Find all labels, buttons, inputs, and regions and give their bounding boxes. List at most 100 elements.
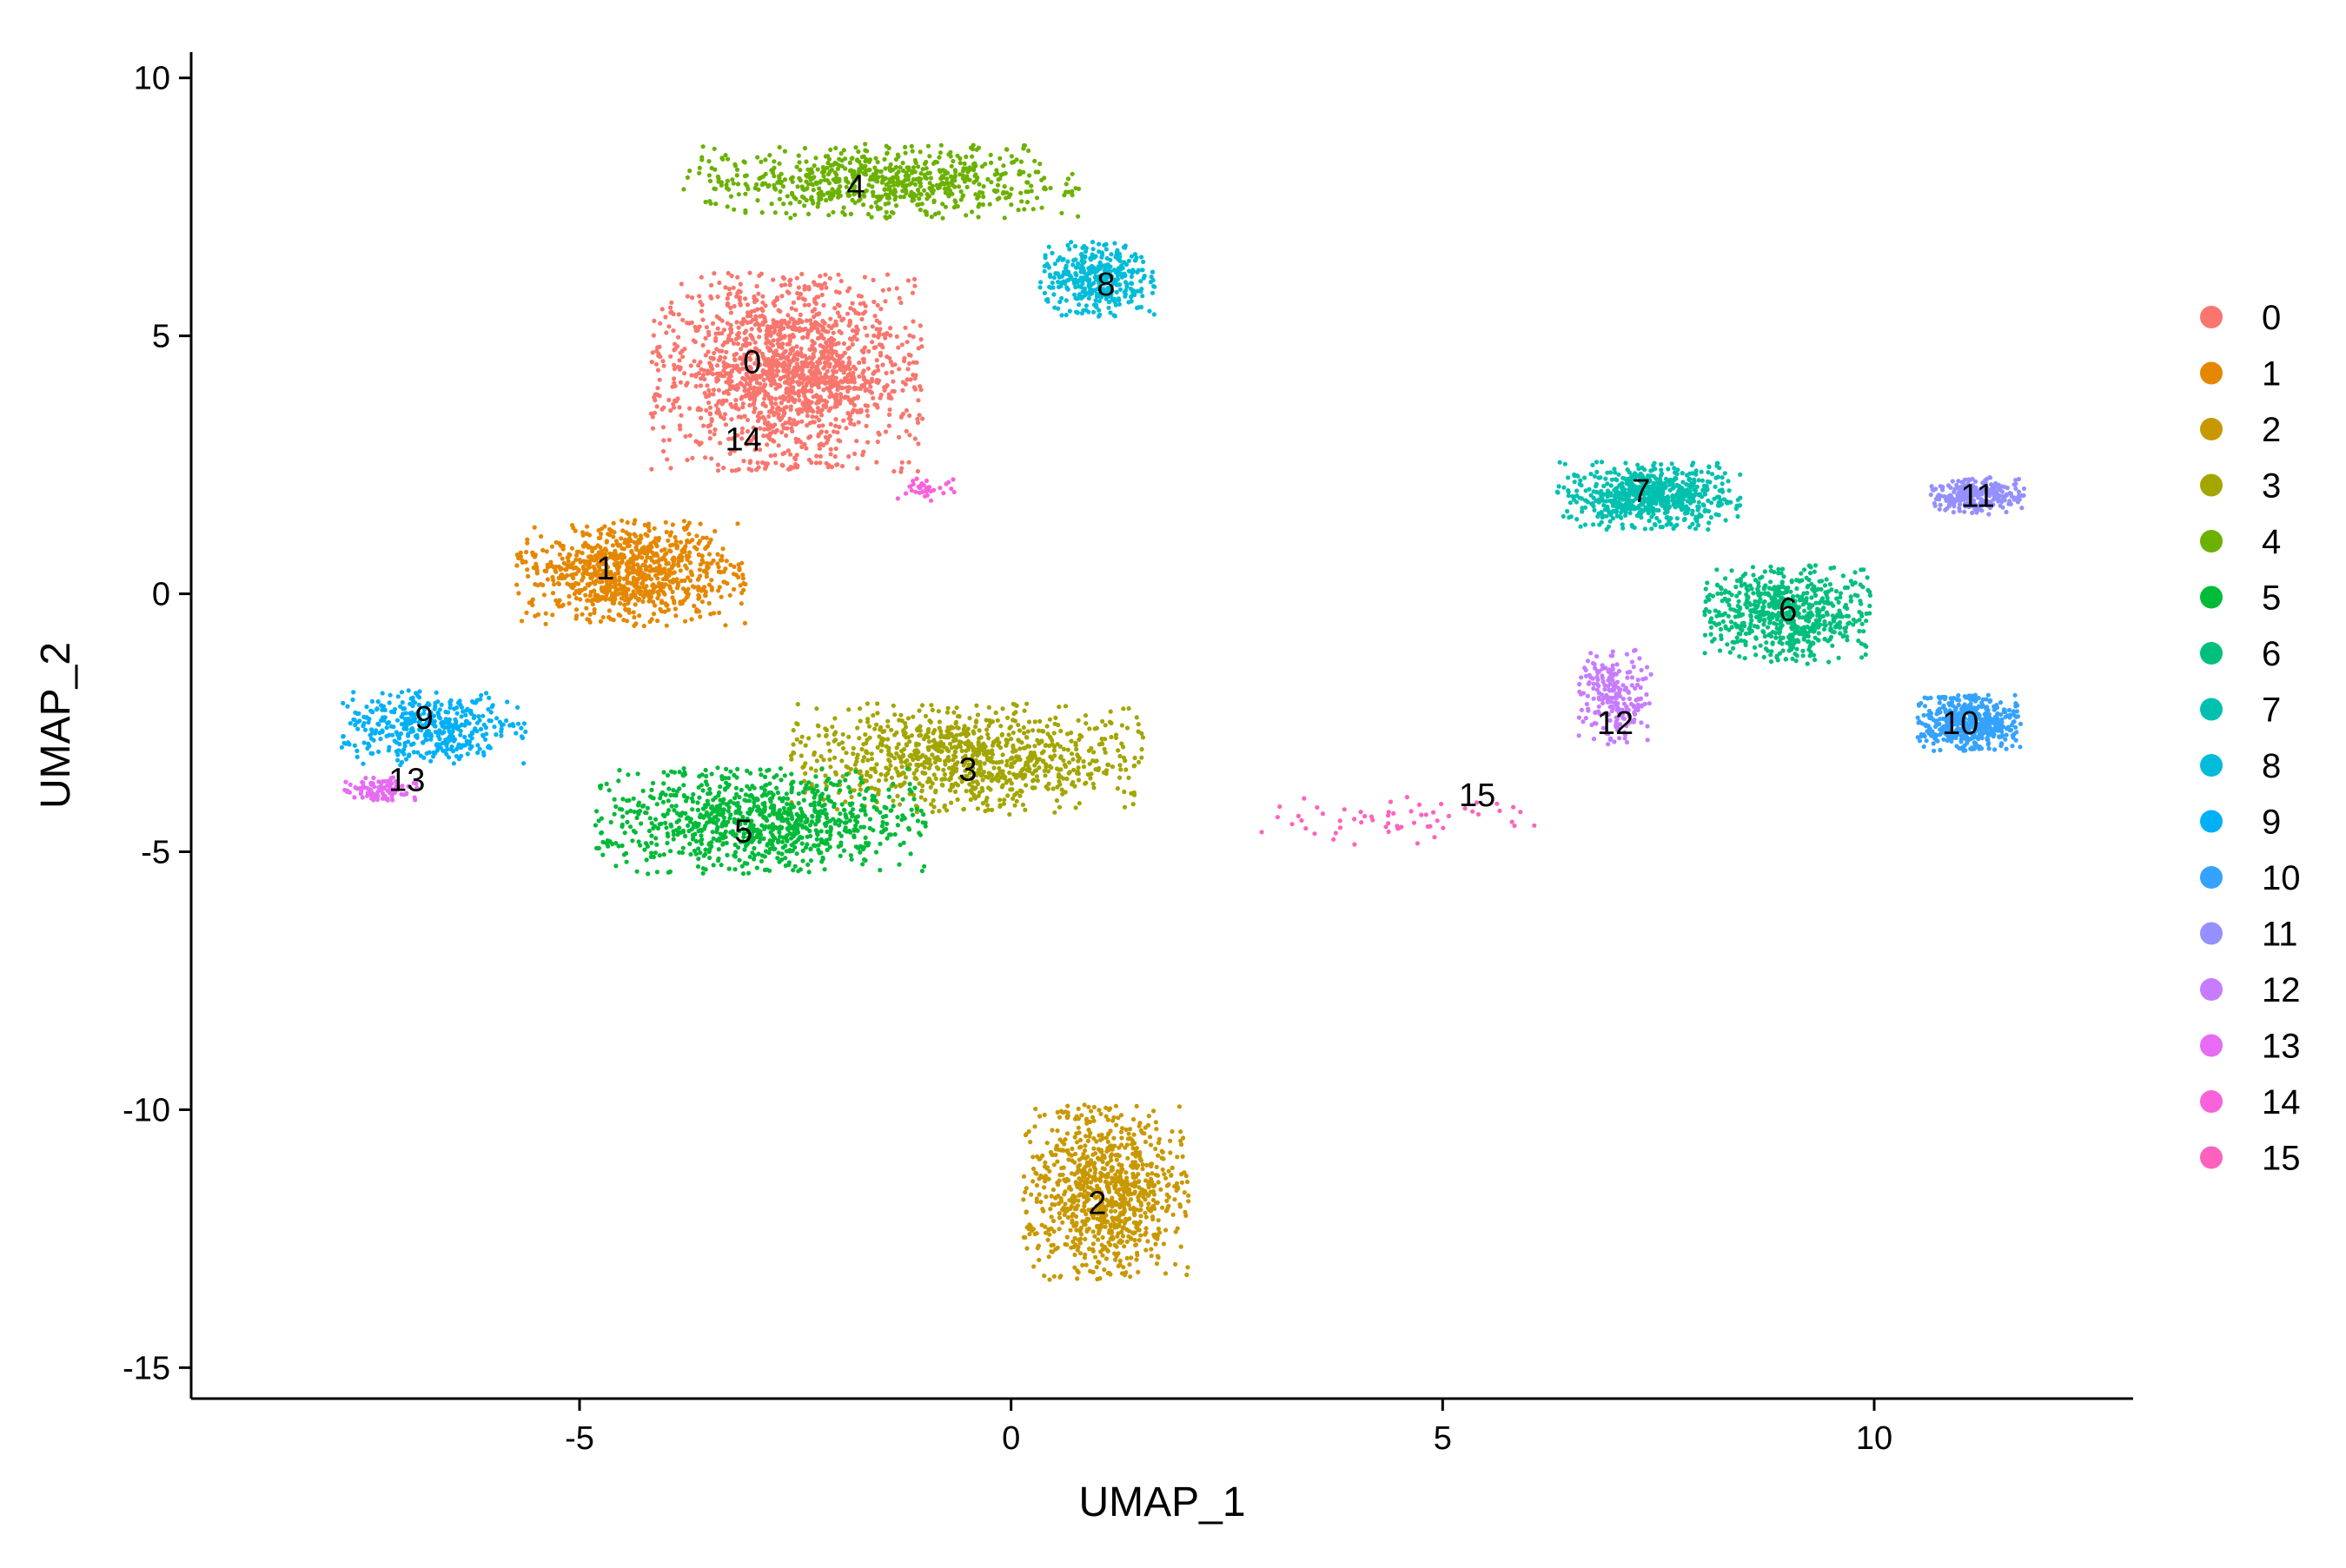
point <box>894 730 899 735</box>
point <box>772 453 778 458</box>
point <box>1064 1234 1070 1240</box>
point <box>857 386 862 391</box>
point <box>795 380 800 385</box>
point <box>632 539 637 546</box>
point <box>891 469 897 474</box>
point <box>1088 1159 1093 1164</box>
point <box>794 737 799 742</box>
point <box>1045 1237 1050 1242</box>
point <box>751 402 756 407</box>
point <box>875 302 880 308</box>
point <box>1048 754 1053 759</box>
point <box>953 200 958 205</box>
point <box>770 375 775 380</box>
point <box>883 335 888 341</box>
point <box>1040 1174 1045 1180</box>
point <box>514 563 520 568</box>
point <box>1075 1276 1080 1281</box>
point <box>1124 1255 1130 1260</box>
point <box>994 168 999 173</box>
point <box>808 318 813 323</box>
point <box>625 580 630 586</box>
point <box>955 797 960 803</box>
point <box>636 597 642 602</box>
point <box>706 332 712 338</box>
point <box>941 767 946 773</box>
point <box>996 743 1001 748</box>
point <box>782 282 788 288</box>
point <box>710 372 716 377</box>
point <box>1042 186 1047 191</box>
point <box>739 414 744 420</box>
point <box>561 560 567 566</box>
point <box>735 521 740 526</box>
point <box>1024 701 1030 706</box>
point <box>616 612 621 618</box>
point <box>1051 1274 1057 1279</box>
point <box>832 364 838 369</box>
point <box>1093 1254 1098 1260</box>
point <box>998 724 1004 729</box>
point <box>878 724 884 731</box>
point <box>646 573 652 579</box>
point <box>884 765 889 771</box>
point <box>654 404 659 409</box>
point <box>764 341 769 346</box>
point <box>762 384 767 389</box>
point <box>814 414 819 420</box>
point <box>692 585 697 590</box>
point <box>955 203 960 209</box>
point <box>767 346 772 351</box>
point <box>757 447 763 453</box>
point <box>813 155 818 161</box>
point <box>1131 790 1137 796</box>
point <box>735 433 740 438</box>
point <box>885 718 891 724</box>
point <box>1062 1141 1067 1147</box>
point <box>1091 1174 1097 1180</box>
point <box>1056 1182 1061 1188</box>
point <box>549 544 555 549</box>
point <box>796 352 801 357</box>
point <box>1065 176 1071 182</box>
point <box>918 171 924 176</box>
point <box>1083 1143 1088 1148</box>
point <box>698 614 703 619</box>
point <box>1064 776 1070 782</box>
point <box>750 317 756 322</box>
point <box>1039 205 1044 210</box>
point <box>1081 764 1087 770</box>
point <box>1153 1120 1158 1125</box>
point <box>951 710 957 715</box>
point <box>730 177 735 182</box>
point <box>643 563 648 568</box>
point <box>827 757 832 762</box>
point <box>940 215 945 221</box>
point <box>934 160 940 165</box>
point <box>552 582 557 587</box>
point <box>1104 1161 1110 1167</box>
point <box>1070 1199 1076 1205</box>
point <box>933 776 938 782</box>
point <box>833 738 838 743</box>
point <box>706 552 712 557</box>
point <box>1001 163 1006 169</box>
point <box>907 433 912 438</box>
point <box>997 155 1003 161</box>
point <box>848 306 853 311</box>
point <box>799 734 805 739</box>
point <box>725 581 730 586</box>
point <box>661 405 666 410</box>
point <box>640 555 645 560</box>
point <box>698 300 703 305</box>
point <box>885 724 891 729</box>
point <box>883 429 889 434</box>
point <box>904 743 910 748</box>
point <box>812 163 817 169</box>
point <box>585 562 590 567</box>
point <box>567 601 572 606</box>
point <box>793 308 799 313</box>
point <box>1186 1193 1191 1198</box>
point <box>1083 1222 1088 1227</box>
point <box>942 804 947 810</box>
